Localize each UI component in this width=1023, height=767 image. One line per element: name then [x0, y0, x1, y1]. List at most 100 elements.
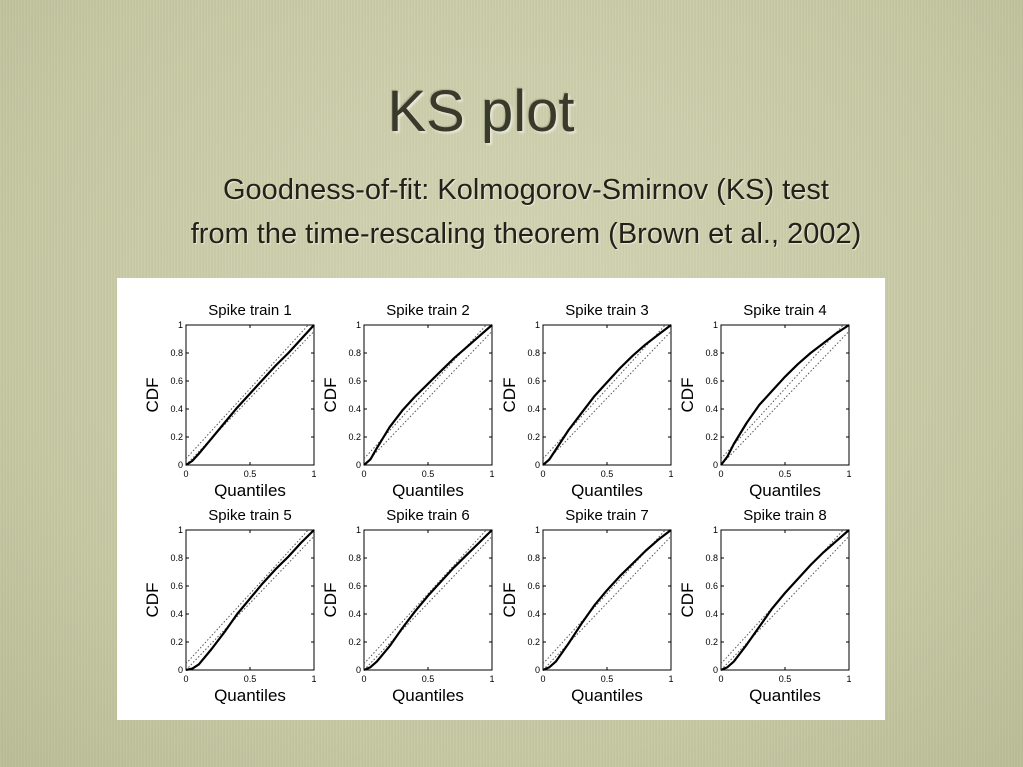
- ks-subplot-2: Spike train 2 0 0.2 0.4 0.6 0.8 1 0 0.5 1 Quantile…: [321, 302, 495, 500]
- upper-confidence-bound: [363, 529, 487, 665]
- x-tick-label: 1: [846, 469, 851, 479]
- axes-frame: [363, 324, 493, 466]
- y-axis-label: CDF: [143, 378, 162, 413]
- y-tick-label: 1: [713, 525, 718, 535]
- x-tick-label: 1: [489, 674, 494, 684]
- x-tick-label: 0.5: [244, 674, 257, 684]
- subplot-title: Spike train 2: [386, 302, 469, 319]
- axes-frame: [720, 529, 850, 671]
- y-tick-label: 0.4: [170, 609, 183, 619]
- x-tick-label: 0: [183, 674, 188, 684]
- axes-frame: [542, 324, 672, 466]
- ks-subplot-4: Spike train 4 0 0.2 0.4 0.6 0.8 1 0 0.5 1 Quantile…: [678, 302, 852, 500]
- y-tick-label: 0.4: [527, 404, 540, 414]
- y-tick-label: 0.2: [705, 432, 718, 442]
- x-tick-label: 0.5: [422, 469, 435, 479]
- subplot-title: Spike train 6: [386, 507, 469, 524]
- ks-plot-grid: Spike train 1 0 0.2 0.4 0.6 0.8 1 0 0.5 1 Quantile…: [143, 302, 852, 705]
- y-tick-label: 0.8: [348, 553, 361, 563]
- x-axis-label: Quantiles: [571, 481, 643, 500]
- ks-plot-figure: Spike train 1 0 0.2 0.4 0.6 0.8 1 0 0.5 1 Quantile…: [117, 278, 885, 720]
- upper-confidence-bound: [542, 324, 666, 460]
- x-axis-label: Quantiles: [392, 481, 464, 500]
- x-tick-label: 0.5: [779, 469, 792, 479]
- y-tick-label: 0.8: [348, 348, 361, 358]
- ks-subplot-6: Spike train 6 0 0.2 0.4 0.6 0.8 1 0 0.5 1 Quantile…: [321, 507, 495, 705]
- y-tick-label: 1: [178, 525, 183, 535]
- y-tick-label: 1: [535, 525, 540, 535]
- subtitle-line-2: from the time-rescaling theorem (Brown e…: [190, 218, 862, 250]
- x-tick-label: 0: [183, 469, 188, 479]
- y-tick-label: 0.2: [705, 637, 718, 647]
- y-tick-label: 0: [356, 460, 361, 470]
- y-tick-label: 0.6: [705, 581, 718, 591]
- y-tick-label: 0.6: [348, 581, 361, 591]
- x-tick-label: 0: [361, 469, 366, 479]
- ks-curve: [542, 529, 672, 672]
- x-tick-label: 1: [311, 674, 316, 684]
- x-axis-label: Quantiles: [214, 686, 286, 705]
- slide-title: KS plot: [387, 79, 575, 144]
- subplot-title: Spike train 5: [208, 507, 291, 524]
- lower-confidence-bound: [542, 330, 672, 466]
- x-axis-label: Quantiles: [749, 481, 821, 500]
- x-tick-label: 1: [846, 674, 851, 684]
- y-tick-label: 0: [535, 460, 540, 470]
- y-axis-label: CDF: [678, 378, 697, 413]
- y-tick-label: 0.2: [348, 432, 361, 442]
- y-tick-label: 0.8: [705, 348, 718, 358]
- y-tick-label: 0.8: [527, 553, 540, 563]
- y-axis-label: CDF: [321, 378, 340, 413]
- x-tick-label: 0.5: [779, 674, 792, 684]
- axes-frame: [542, 529, 672, 671]
- y-tick-label: 0.8: [170, 553, 183, 563]
- y-tick-label: 1: [356, 320, 361, 330]
- y-axis-label: CDF: [500, 583, 519, 618]
- upper-confidence-bound: [185, 324, 309, 460]
- y-axis-label: CDF: [321, 583, 340, 618]
- y-tick-label: 1: [178, 320, 183, 330]
- y-tick-label: 0.2: [348, 637, 361, 647]
- y-tick-label: 0: [535, 665, 540, 675]
- ks-subplot-3: Spike train 3 0 0.2 0.4 0.6 0.8 1 0 0.5 1 Quantile…: [500, 302, 674, 500]
- y-tick-label: 0: [713, 665, 718, 675]
- x-tick-label: 0: [540, 674, 545, 684]
- x-axis-label: Quantiles: [749, 686, 821, 705]
- y-tick-label: 0.6: [527, 581, 540, 591]
- y-tick-label: 0.4: [348, 609, 361, 619]
- lower-confidence-bound: [542, 535, 672, 671]
- y-tick-label: 0.4: [705, 404, 718, 414]
- x-axis-label: Quantiles: [392, 686, 464, 705]
- ks-curve: [542, 324, 672, 466]
- y-tick-label: 0.6: [705, 376, 718, 386]
- lower-confidence-bound: [720, 535, 850, 671]
- y-tick-label: 0.2: [170, 432, 183, 442]
- x-tick-label: 1: [668, 469, 673, 479]
- x-tick-label: 0.5: [244, 469, 257, 479]
- subplot-title: Spike train 4: [743, 302, 826, 319]
- x-tick-label: 1: [489, 469, 494, 479]
- ks-subplot-7: Spike train 7 0 0.2 0.4 0.6 0.8 1 0 0.5 1 Quantile…: [500, 507, 674, 705]
- y-tick-label: 0.4: [527, 609, 540, 619]
- ks-curve: [363, 324, 493, 466]
- y-tick-label: 0.4: [348, 404, 361, 414]
- ks-curve: [720, 324, 850, 466]
- x-tick-label: 0.5: [422, 674, 435, 684]
- lower-confidence-bound: [363, 535, 493, 671]
- y-tick-label: 0.6: [348, 376, 361, 386]
- upper-confidence-bound: [720, 324, 844, 460]
- y-tick-label: 0.4: [705, 609, 718, 619]
- y-tick-label: 1: [713, 320, 718, 330]
- subplot-title: Spike train 8: [743, 507, 826, 524]
- x-tick-label: 1: [668, 674, 673, 684]
- x-tick-label: 0: [718, 469, 723, 479]
- y-tick-label: 0.2: [170, 637, 183, 647]
- y-tick-label: 0: [713, 460, 718, 470]
- y-axis-label: CDF: [500, 378, 519, 413]
- ks-curve: [363, 529, 493, 672]
- ks-subplot-1: Spike train 1 0 0.2 0.4 0.6 0.8 1 0 0.5 1 Quantile…: [143, 302, 317, 500]
- y-tick-label: 0.8: [527, 348, 540, 358]
- y-tick-label: 0: [356, 665, 361, 675]
- y-tick-label: 0.8: [705, 553, 718, 563]
- x-axis-label: Quantiles: [571, 686, 643, 705]
